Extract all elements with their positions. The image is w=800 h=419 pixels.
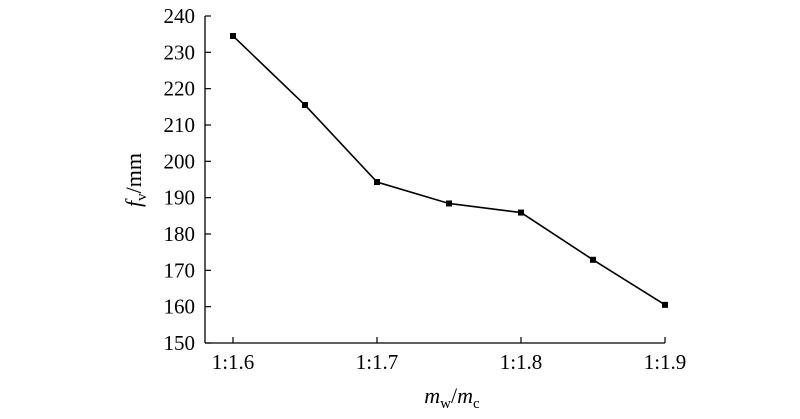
axes: [204, 16, 665, 344]
data-point: [662, 301, 668, 308]
y-tick-label: 230: [164, 40, 196, 64]
data-point: [374, 179, 380, 186]
series-line: [232, 35, 666, 306]
y-tick-label: 210: [164, 113, 196, 137]
data-point: [230, 32, 236, 39]
x-ticks: 1:1.6 1:1.7 1:1.8 1:1.9: [212, 337, 687, 374]
y-tick-label: 180: [164, 222, 196, 246]
data-point: [518, 209, 524, 216]
y-tick-label: 240: [164, 4, 196, 28]
y-tick-label: 150: [164, 331, 196, 355]
y-ticks: 150 160 170 180 190 200 210 220 230 240: [164, 4, 211, 355]
y-tick-label: 170: [164, 258, 196, 282]
x-tick-label: 1:1.9: [644, 350, 687, 374]
y-tick-label: 190: [164, 186, 196, 210]
x-tick-label: 1:1.8: [500, 350, 543, 374]
y-tick-label: 220: [164, 77, 196, 101]
y-tick-label: 160: [164, 295, 196, 319]
data-point: [590, 256, 596, 263]
y-tick-label: 200: [164, 149, 196, 173]
x-axis-label: mw/mc: [424, 383, 480, 412]
x-tick-label: 1:1.7: [356, 350, 399, 374]
series-group: [230, 32, 668, 308]
y-axis-label: fv/mm: [121, 153, 150, 207]
data-point: [446, 200, 452, 207]
x-tick-label: 1:1.6: [212, 350, 255, 374]
data-point: [302, 102, 308, 109]
